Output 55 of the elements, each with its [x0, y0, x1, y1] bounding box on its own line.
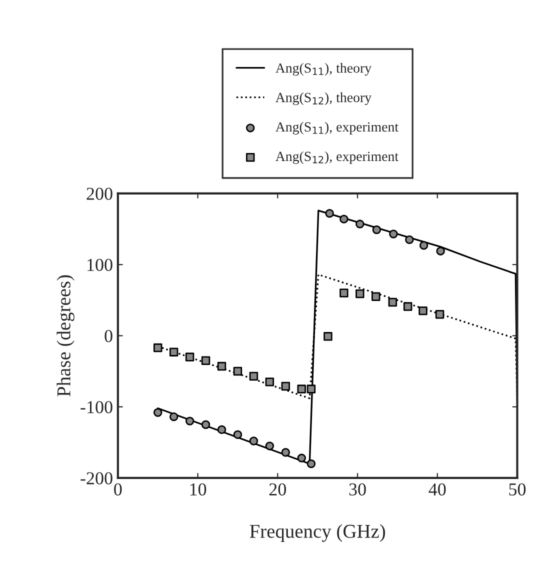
x-tick-label: 20	[269, 483, 286, 496]
point	[356, 220, 364, 228]
x-tick-label: 50	[509, 483, 526, 496]
x-tick-label: 10	[190, 483, 206, 496]
point	[153, 408, 162, 417]
point	[169, 412, 178, 422]
y-tick-label: -200	[80, 472, 112, 484]
point	[249, 372, 258, 381]
point	[169, 348, 178, 356]
point	[306, 459, 316, 468]
point	[436, 246, 445, 256]
point	[201, 356, 210, 365]
point	[265, 442, 274, 450]
point	[201, 420, 210, 429]
point	[297, 384, 306, 394]
point	[217, 362, 226, 371]
y-axis-title: Phase (degrees)	[56, 275, 74, 396]
y-tick-label: -100	[80, 401, 112, 414]
legend-label: Ang(S$_{12}$), experiment	[275, 151, 398, 164]
point	[389, 230, 398, 238]
point	[418, 306, 428, 316]
point	[405, 235, 414, 244]
point	[185, 352, 194, 362]
point	[281, 382, 290, 391]
point	[153, 343, 162, 352]
y-tick-label: 100	[88, 258, 112, 272]
point	[324, 332, 332, 341]
point	[306, 384, 316, 394]
point	[403, 302, 412, 311]
point	[372, 225, 382, 234]
x-tick-label: 30	[349, 483, 366, 496]
y-tick-label: 200	[86, 188, 112, 200]
point	[233, 366, 242, 376]
point	[340, 214, 348, 224]
legend-label: Ang(S$_{11}$), experiment	[275, 122, 398, 135]
point	[356, 289, 364, 298]
point	[185, 416, 194, 426]
point	[435, 310, 444, 319]
legend-label: Ang(S$_{11}$), theory	[275, 62, 372, 76]
x-tick-label: 40	[428, 483, 446, 496]
point	[249, 436, 258, 446]
point	[297, 454, 306, 462]
x-tick-label: 0	[114, 483, 122, 496]
point	[265, 378, 274, 386]
legend-label: Ang(S$_{12}$), theory	[275, 92, 372, 106]
y-tick-label: 0	[104, 330, 112, 342]
point	[325, 209, 334, 218]
x-axis-title: Frequency (GHz)	[250, 524, 386, 542]
point	[340, 288, 348, 298]
point	[372, 292, 380, 301]
point	[217, 425, 226, 434]
point	[281, 448, 290, 457]
point	[419, 241, 428, 250]
point	[388, 298, 398, 307]
point	[233, 430, 242, 439]
